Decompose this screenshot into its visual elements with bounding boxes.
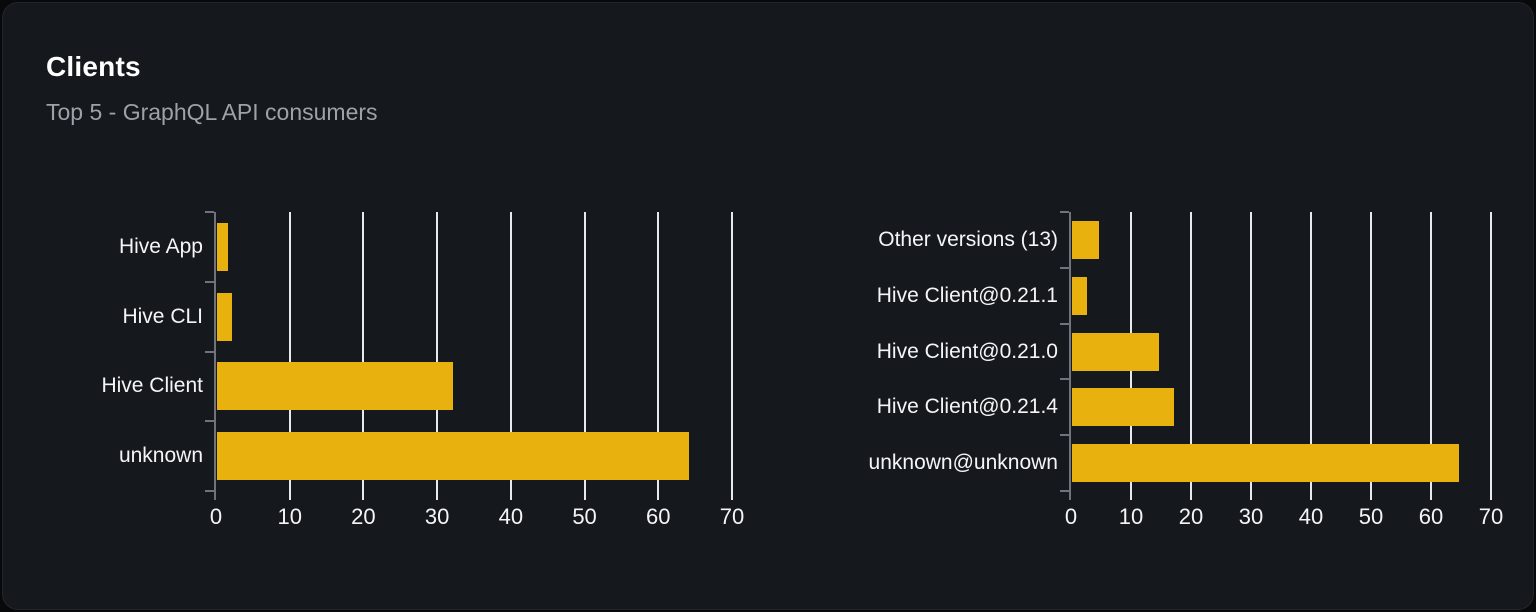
x-tick-label-30: 30 — [424, 504, 450, 529]
bar-other-versions-13-[interactable] — [1072, 220, 1099, 259]
bar-hive-cli[interactable] — [217, 292, 232, 341]
y-axis-tick — [1060, 322, 1069, 325]
y-axis-tick — [205, 490, 214, 492]
category-label: Other versions (13) — [878, 227, 1058, 251]
gridline-50 — [583, 212, 586, 500]
y-axis-tick — [205, 420, 214, 423]
x-tick-label-0: 0 — [1064, 504, 1078, 529]
category-label: Hive App — [118, 234, 203, 258]
x-tick-label-60: 60 — [646, 504, 671, 529]
y-axis-tick — [1060, 490, 1069, 492]
category-label: Hive CLI — [122, 304, 203, 328]
page-subtitle: Top 5 - GraphQL API consumers — [46, 99, 378, 125]
chart-clients-by-version: Other versions (13) Hive Client@0.21.1 Hiv… — [3, 3, 1533, 609]
x-tick-label-70: 70 — [719, 504, 745, 529]
gridline-30 — [1250, 212, 1252, 500]
x-tick-label-40: 40 — [1298, 504, 1324, 529]
y-axis-tick — [205, 280, 214, 283]
bar-hive-client-0-21-0[interactable] — [1072, 332, 1159, 371]
bar-hive-client[interactable] — [217, 362, 453, 411]
category-label: Hive Client — [101, 374, 203, 398]
y-axis-tick — [1060, 378, 1069, 381]
x-tick-label-20: 20 — [351, 504, 376, 529]
bar-unknown[interactable] — [217, 432, 689, 481]
x-tick-label-70: 70 — [1478, 504, 1504, 529]
gridline-70 — [731, 212, 733, 500]
gridline-30 — [436, 212, 439, 500]
y-axis-spine — [1069, 212, 1071, 500]
chart-clients-by-name: Hive App Hive CLI Hive Client unknown 0 10 20 3… — [3, 3, 1533, 609]
y-axis-tick — [1060, 211, 1069, 213]
category-label: unknown@unknown — [868, 451, 1058, 475]
y-axis-tick — [205, 211, 214, 213]
x-tick-label-50: 50 — [572, 504, 597, 529]
page-title: Clients — [46, 51, 141, 82]
gridline-70 — [1490, 212, 1492, 500]
y-axis-tick — [205, 350, 214, 353]
bar-hive-client-0-21-1[interactable] — [1072, 276, 1087, 315]
category-label: unknown — [118, 444, 203, 468]
y-axis-tick — [1060, 434, 1069, 437]
x-tick-label-50: 50 — [1358, 504, 1384, 529]
x-tick-label-0: 0 — [209, 504, 223, 529]
x-tick-label-10: 10 — [1118, 504, 1144, 529]
x-tick-label-30: 30 — [1238, 504, 1264, 529]
gridline-40 — [509, 212, 512, 500]
gridline-40 — [1310, 212, 1312, 500]
category-label: Hive Client@0.21.4 — [876, 395, 1058, 419]
x-tick-label-60: 60 — [1418, 504, 1444, 529]
category-label: Hive Client@0.21.0 — [876, 339, 1058, 363]
x-tick-label-10: 10 — [277, 504, 302, 529]
x-tick-label-40: 40 — [498, 504, 524, 529]
gridline-60 — [1430, 212, 1432, 500]
gridline-10 — [288, 212, 291, 500]
category-label: Hive Client@0.21.1 — [876, 283, 1058, 307]
y-axis-spine — [214, 212, 216, 500]
bar-unknown-unknown[interactable] — [1072, 444, 1459, 483]
gridline-60 — [657, 212, 660, 500]
bar-hive-app[interactable] — [217, 222, 229, 271]
gridline-20 — [1190, 212, 1192, 500]
x-tick-label-20: 20 — [1178, 504, 1204, 529]
gridline-20 — [362, 212, 365, 500]
y-axis-tick — [1060, 266, 1069, 269]
bar-hive-client-0-21-4[interactable] — [1072, 388, 1174, 427]
gridline-50 — [1370, 212, 1372, 500]
